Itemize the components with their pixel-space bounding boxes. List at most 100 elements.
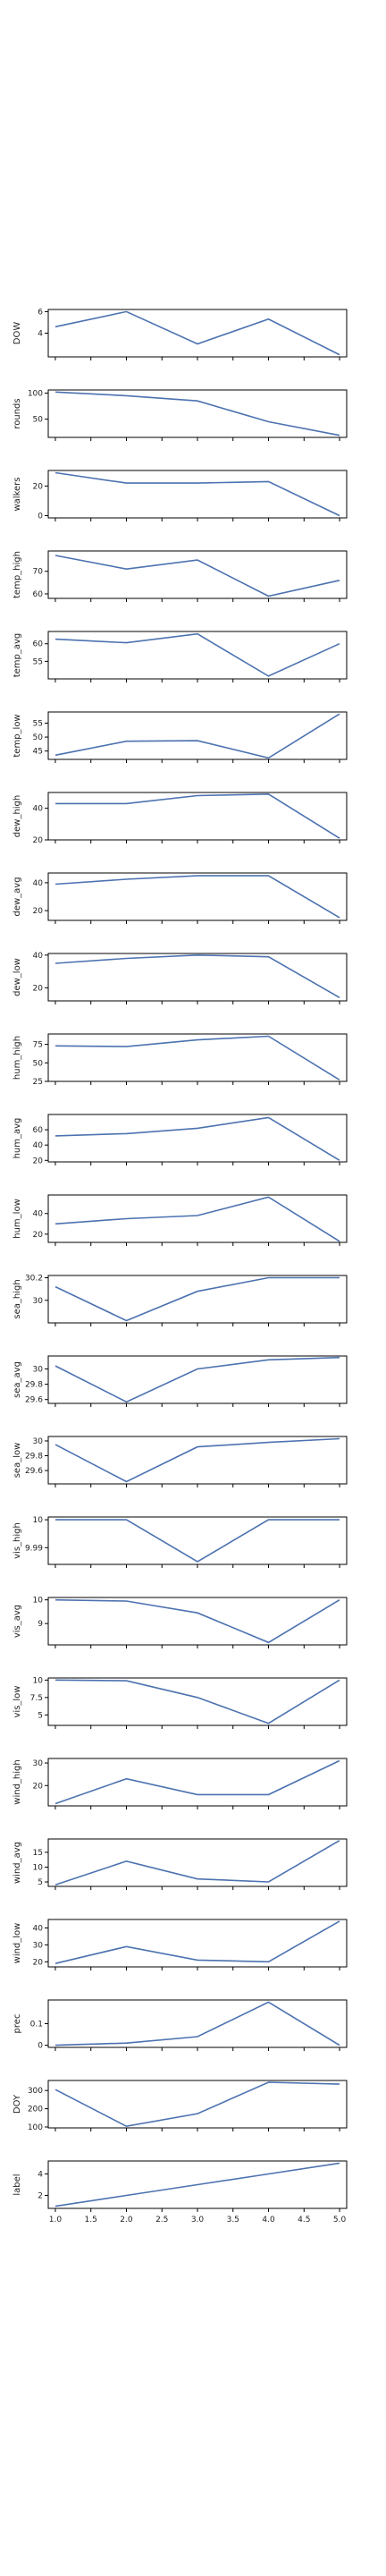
y-tick-label: 50 (33, 416, 44, 425)
series-line-dew_low (55, 953, 340, 998)
series-line-wind_low (55, 1920, 340, 1964)
y-tick-label: 29.6 (25, 1467, 43, 1476)
axes-frame (47, 1516, 348, 1565)
panel-walkers: 0 20 walkers (13, 470, 348, 521)
panel-wind_high: 20 30 wind_high (13, 1758, 348, 1809)
series-line-wind_avg (55, 1840, 340, 1886)
y-tick-label: 40 (33, 879, 44, 888)
y-tick-label: 40 (33, 1210, 44, 1219)
panel-dew_high: 20 40 dew_high (13, 792, 348, 845)
series-line-dew_high (55, 792, 340, 839)
y-tick-label: 15 (33, 1849, 43, 1858)
y-tick-label: 70 (33, 568, 44, 577)
y-tick-label: 29.6 (25, 1396, 43, 1405)
panel-hum_avg: 20 40 60 hum_avg (13, 1114, 348, 1165)
y-tick-label: 60 (33, 590, 44, 599)
panel-DOW: 4 6 DOW (13, 308, 348, 360)
y-tick-label: 20 (33, 907, 44, 916)
y-tick-label: 10 (33, 1597, 44, 1606)
y-axis-label: dew_avg (13, 877, 22, 916)
series-line-hum_low (55, 1196, 340, 1242)
y-tick-label: 40 (33, 952, 44, 961)
panel-label: 1.0 1.5 2.0 2.5 3.0 3.5 4.0 4.5 5.0 2 4 label (13, 2160, 348, 2224)
y-tick-label: 100 (28, 389, 43, 398)
y-axis-label: sea_avg (13, 1361, 22, 1398)
y-axis-label: DOY (13, 2094, 22, 2114)
y-axis-label: wind_avg (13, 1842, 22, 1884)
axes-frame (47, 1436, 348, 1485)
y-tick-label: 0.1 (30, 2021, 43, 2029)
y-tick-label: 60 (33, 640, 44, 649)
panel-prec: 0 0.1 prec (13, 1999, 348, 2051)
series-line-temp_low (55, 713, 340, 759)
y-tick-label: 5 (38, 1711, 43, 1720)
y-tick-label: 30 (33, 1297, 44, 1306)
y-tick-label: 60 (33, 1126, 44, 1135)
y-tick-label: 2 (38, 2192, 43, 2201)
y-axis-label: vis_high (13, 1522, 22, 1559)
y-tick-label: 7.5 (30, 1694, 43, 1703)
series-line-sea_high (55, 1276, 340, 1322)
y-tick-label: 4 (38, 2170, 43, 2179)
y-tick-label: 50 (33, 1059, 44, 1068)
y-tick-label: 10 (33, 1516, 44, 1525)
y-tick-label: 30 (33, 1366, 44, 1375)
y-tick-label: 55 (33, 719, 43, 728)
panel-dew_low: 20 40 dew_low (13, 952, 348, 1004)
y-axis-label: sea_high (13, 1279, 22, 1318)
axes-frame (47, 711, 348, 760)
y-tick-label: 29.8 (25, 1453, 43, 1462)
y-tick-label: 20 (33, 1958, 44, 1967)
axes-frame (47, 2080, 348, 2129)
x-tick-label: 5.0 (333, 2216, 347, 2224)
y-axis-label: vis_low (13, 1686, 22, 1718)
panel-vis_avg: 9 10 vis_avg (13, 1597, 348, 1648)
y-tick-label: 0 (38, 513, 43, 521)
panel-DOY: 100 200 300 DOY (13, 2080, 348, 2132)
y-tick-label: 55 (33, 657, 43, 666)
series-line-vis_avg (55, 1598, 340, 1644)
y-axis-label: vis_avg (13, 1605, 22, 1638)
y-tick-label: 9 (38, 1620, 43, 1629)
y-tick-label: 30.2 (25, 1275, 43, 1284)
y-tick-label: 10 (33, 1676, 44, 1685)
x-tick-label: 4.0 (262, 2216, 275, 2224)
series-line-DOW (55, 310, 340, 356)
axes-frame (47, 1033, 348, 1082)
series-line-hum_avg (55, 1116, 340, 1161)
y-axis-label: dew_high (13, 795, 22, 837)
y-axis-label: hum_low (13, 1199, 22, 1239)
y-tick-label: 20 (33, 1782, 44, 1791)
y-axis-label: temp_high (13, 551, 22, 598)
y-tick-label: 10 (33, 1863, 44, 1872)
series-line-hum_high (55, 1035, 340, 1080)
y-axis-label: wind_low (13, 1923, 22, 1964)
axes-frame (47, 631, 348, 680)
series-line-temp_avg (55, 632, 340, 677)
y-tick-label: 40 (33, 1924, 44, 1933)
y-tick-label: 4 (38, 330, 43, 339)
series-line-sea_low (55, 1437, 340, 1483)
axes-frame (47, 309, 348, 358)
series-line-sea_avg (55, 1356, 340, 1403)
y-tick-label: 6 (38, 308, 43, 317)
y-axis-label: wind_high (13, 1759, 22, 1804)
panel-temp_high: 60 70 temp_high (13, 550, 348, 602)
x-tick-label: 3.0 (191, 2216, 205, 2224)
series-line-wind_high (55, 1759, 340, 1805)
x-tick-label: 4.5 (298, 2216, 310, 2224)
y-tick-label: 20 (33, 984, 44, 993)
y-tick-label: 0 (38, 2042, 43, 2051)
axes-frame (47, 792, 348, 841)
axes-frame (47, 1758, 348, 1807)
series-line-prec (55, 2001, 340, 2046)
x-tick-label: 2.0 (120, 2216, 133, 2224)
y-tick-label: 20 (33, 1157, 44, 1165)
y-tick-label: 50 (33, 733, 44, 742)
x-tick-label: 2.5 (155, 2216, 168, 2224)
series-line-temp_high (55, 555, 340, 597)
panel-vis_low: 5 7.5 10 vis_low (13, 1676, 348, 1729)
y-axis-label: label (13, 2174, 22, 2195)
y-axis-label: temp_avg (13, 633, 22, 678)
